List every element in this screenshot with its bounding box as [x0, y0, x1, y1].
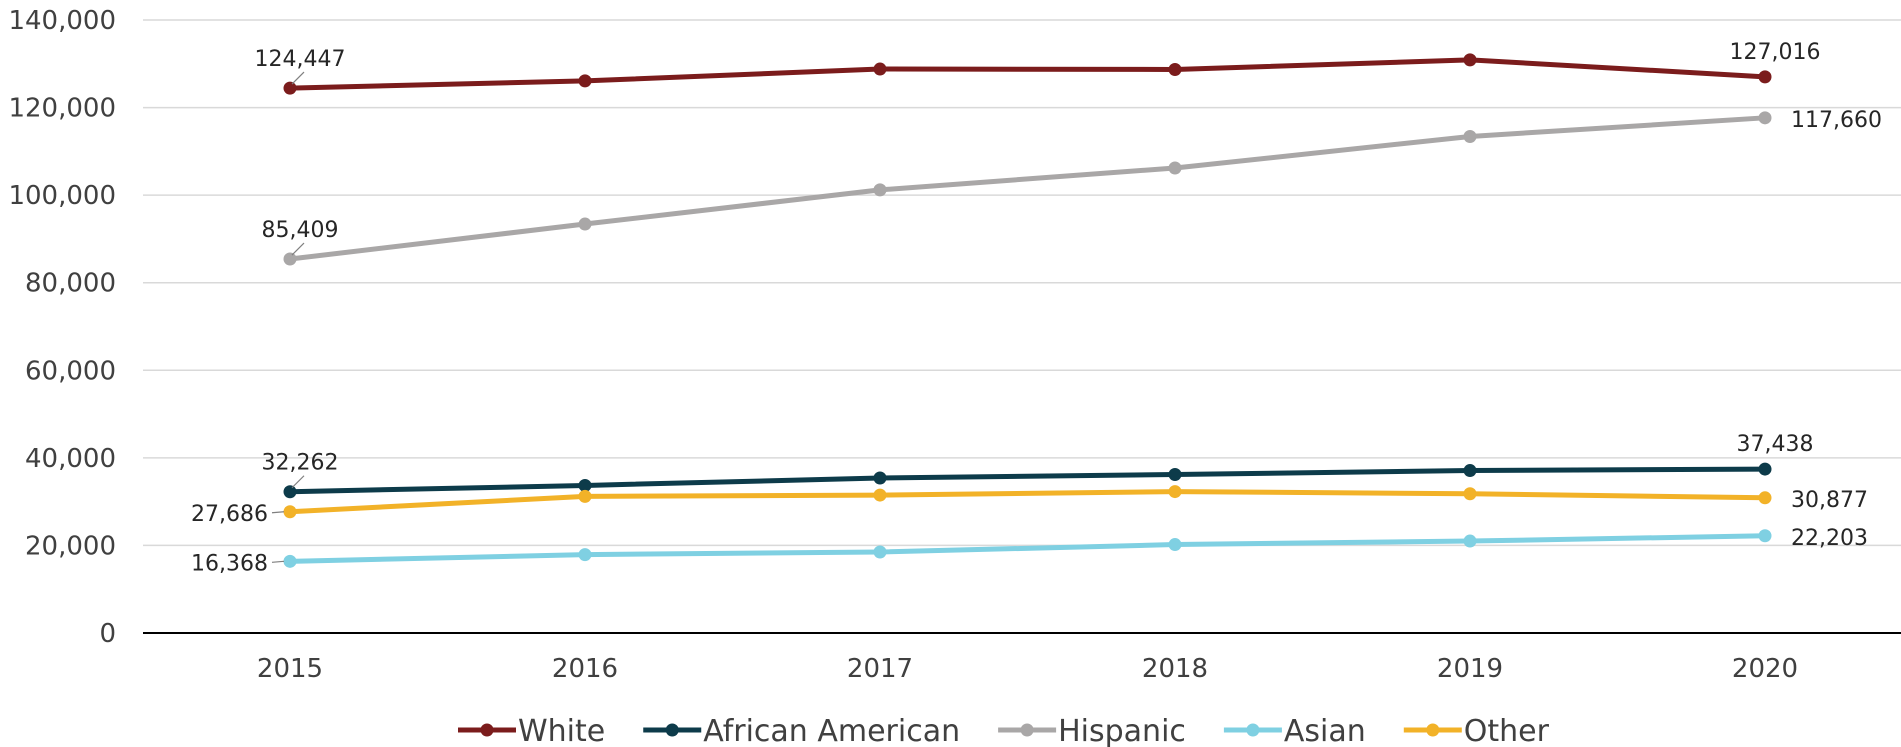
leader-line	[271, 511, 285, 514]
x-tick-label: 2017	[847, 654, 913, 684]
data-point	[1168, 62, 1182, 76]
x-tick-label: 2015	[257, 654, 323, 684]
data-point	[578, 489, 592, 503]
data-point	[283, 81, 297, 95]
y-tick-label: 80,000	[25, 269, 116, 299]
data-point	[578, 478, 592, 492]
series-line	[287, 489, 1768, 515]
data-point	[1758, 491, 1772, 505]
legend-label: White	[518, 714, 605, 747]
legend-item: African American	[643, 714, 960, 747]
legend-label: African American	[703, 714, 960, 747]
gridlines	[143, 19, 1901, 547]
data-point	[1758, 529, 1772, 543]
legend-label: Asian	[1284, 714, 1366, 747]
series-lines	[283, 53, 1772, 568]
data-label: 16,368	[191, 551, 268, 576]
data-point	[283, 252, 297, 266]
data-point	[873, 488, 887, 502]
data-point	[1168, 485, 1182, 499]
y-tick-label: 40,000	[25, 444, 116, 474]
data-point	[578, 548, 592, 562]
legend-swatch-marker	[1020, 723, 1034, 737]
data-label: 117,660	[1791, 108, 1882, 133]
data-point	[1758, 111, 1772, 125]
data-point	[1168, 467, 1182, 481]
data-point	[1168, 161, 1182, 175]
data-label: 27,686	[191, 502, 268, 527]
leader-line	[271, 560, 285, 563]
data-point	[283, 554, 297, 568]
data-label: 85,409	[262, 218, 339, 243]
y-tick-label: 120,000	[8, 94, 116, 124]
data-label: 127,016	[1730, 40, 1821, 65]
leader-line	[291, 71, 305, 85]
x-tick-label: 2016	[552, 654, 618, 684]
data-point	[1758, 70, 1772, 84]
legend-swatch-marker	[1426, 723, 1440, 737]
data-point	[1463, 464, 1477, 478]
legend-item: White	[458, 714, 605, 747]
series-line	[287, 533, 1768, 564]
legend-item: Other	[1403, 714, 1550, 747]
data-label: 30,877	[1791, 488, 1868, 513]
series-line	[287, 57, 1768, 91]
legend-swatch-marker	[1246, 723, 1260, 737]
x-tick-label: 2018	[1142, 654, 1208, 684]
x-tick-label: 2019	[1437, 654, 1503, 684]
data-label: 37,438	[1737, 432, 1814, 457]
y-tick-label: 20,000	[25, 531, 116, 561]
data-point	[873, 545, 887, 559]
data-point	[873, 62, 887, 76]
leader-line	[291, 475, 305, 489]
legend-swatch-marker	[480, 723, 494, 737]
data-labels: 124,447 127,016 32,262 37,438 85,409 117,660 1…	[191, 40, 1882, 576]
data-point	[873, 183, 887, 197]
legend-label: Hispanic	[1058, 714, 1186, 747]
y-tick-label: 140,000	[8, 6, 116, 36]
data-label: 124,447	[255, 47, 346, 72]
data-point	[1168, 538, 1182, 552]
x-tick-label: 2020	[1732, 654, 1798, 684]
data-point	[1463, 129, 1477, 143]
data-label: 32,262	[262, 451, 339, 476]
series-line	[287, 115, 1768, 262]
data-label: 22,203	[1791, 526, 1868, 551]
y-tick-label: 100,000	[8, 181, 116, 211]
data-point	[283, 485, 297, 499]
y-tick-label: 60,000	[25, 356, 116, 386]
data-point	[1758, 462, 1772, 476]
series-line	[287, 466, 1768, 495]
legend-label: Other	[1464, 714, 1550, 747]
data-point	[1463, 487, 1477, 501]
y-tick-label: 0	[99, 619, 116, 649]
data-point	[578, 217, 592, 231]
leader-line	[291, 242, 305, 256]
legend: White African American Hispanic Asian Other	[458, 714, 1550, 747]
y-axis: 0 20,000 40,000 60,000 80,000 100,000 120,000 1…	[8, 6, 116, 649]
data-point	[578, 74, 592, 88]
legend-item: Asian	[1223, 714, 1366, 747]
x-axis: 2015 2016 2017 2018 2019 2020	[143, 632, 1901, 684]
legend-swatch-marker	[665, 723, 679, 737]
legend-item: Hispanic	[998, 714, 1186, 747]
data-point	[283, 505, 297, 519]
data-point	[1463, 534, 1477, 548]
data-point	[1463, 53, 1477, 67]
data-point	[873, 471, 887, 485]
